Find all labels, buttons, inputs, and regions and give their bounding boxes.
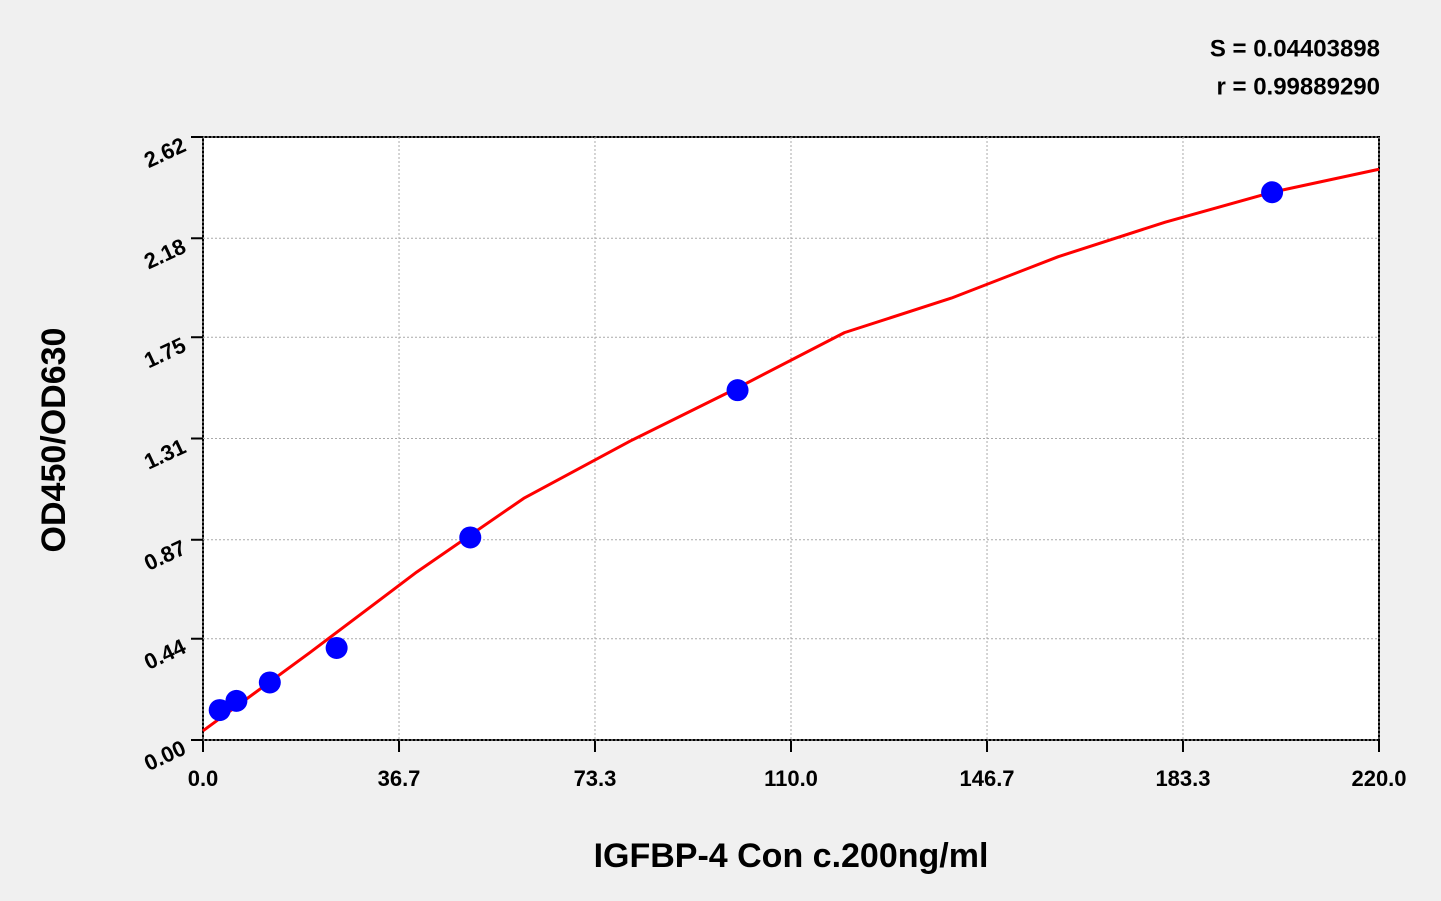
data-point: [459, 526, 482, 549]
y-tick-label: 2.18: [140, 233, 189, 274]
x-tick-label: 36.7: [378, 766, 421, 791]
x-axis-label: IGFBP-4 Con c.200ng/ml: [594, 837, 989, 875]
x-tick-label: 73.3: [574, 766, 617, 791]
x-tick-label: 146.7: [959, 766, 1014, 791]
y-tick-label: 2.62: [140, 132, 189, 173]
y-axis-label: OD450/OD630: [35, 328, 73, 553]
data-point: [258, 671, 281, 694]
x-tick-label: 220.0: [1351, 766, 1406, 791]
data-point: [225, 689, 248, 712]
fit-line: [202, 167, 1380, 733]
annotation: S = 0.04403898: [1210, 35, 1380, 62]
y-tick-label: 0.00: [140, 735, 189, 776]
annotation: r = 0.99889290: [1217, 73, 1381, 100]
x-tick-label: 110.0: [764, 766, 818, 791]
x-tick-label: 0.0: [188, 766, 219, 791]
data-point: [208, 699, 231, 722]
y-tick-label: 0.44: [140, 634, 190, 675]
y-tick-label: 1.31: [140, 434, 189, 475]
data-point: [726, 379, 749, 402]
x-tick-label: 183.3: [1155, 766, 1210, 791]
data-point: [325, 636, 348, 659]
y-tick-label: 0.87: [140, 535, 189, 576]
y-tick-label: 1.75: [140, 332, 189, 373]
data-point: [1261, 181, 1284, 204]
